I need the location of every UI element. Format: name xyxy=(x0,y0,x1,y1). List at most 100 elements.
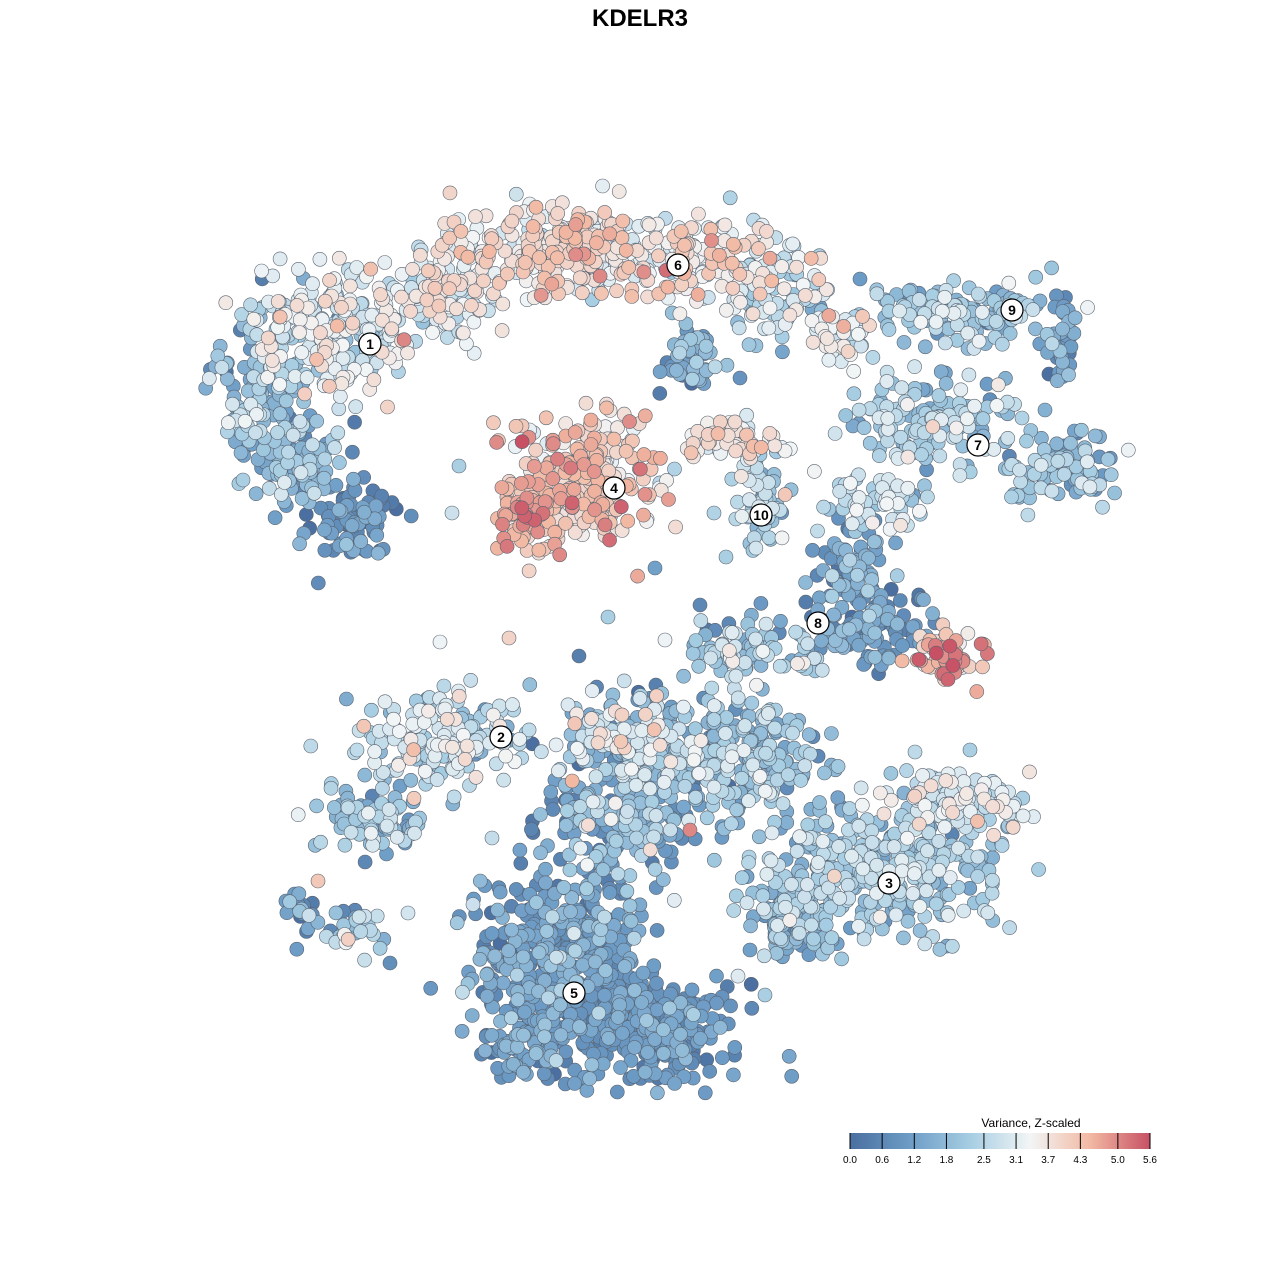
cell-point xyxy=(804,917,819,933)
cell-point xyxy=(476,273,491,289)
cell-point xyxy=(620,513,636,529)
cell-point xyxy=(373,287,388,302)
cell-point xyxy=(663,822,678,838)
cell-point xyxy=(831,839,847,854)
cell-point xyxy=(254,263,269,279)
cell-point xyxy=(800,636,816,652)
cell-point xyxy=(290,807,306,823)
cell-point xyxy=(412,247,428,263)
cell-point xyxy=(817,765,832,781)
cell-point xyxy=(816,499,831,515)
cell-point xyxy=(632,691,648,706)
cell-point xyxy=(633,461,648,477)
cell-point xyxy=(305,276,320,292)
cell-point xyxy=(690,287,706,302)
cell-point xyxy=(294,345,310,360)
cell-point xyxy=(578,395,594,411)
cell-point xyxy=(959,786,975,801)
cell-point xyxy=(342,278,358,294)
cell-point xyxy=(328,477,344,493)
cell-point xyxy=(297,386,313,402)
cell-point xyxy=(752,769,768,784)
cell-point xyxy=(246,311,262,327)
cell-point xyxy=(600,609,616,625)
cell-point xyxy=(862,435,878,451)
cluster-label-8: 8 xyxy=(806,611,830,635)
cell-point xyxy=(586,464,602,479)
cluster-label-2: 2 xyxy=(489,725,513,749)
cell-point xyxy=(568,247,584,262)
cell-point xyxy=(597,988,612,1003)
cell-point xyxy=(468,769,484,785)
cell-point xyxy=(656,774,672,790)
cell-point xyxy=(649,688,664,704)
cell-point xyxy=(788,624,804,640)
cell-point xyxy=(691,206,706,222)
cell-point xyxy=(321,378,337,394)
cell-point xyxy=(237,413,253,429)
cell-point xyxy=(970,813,985,829)
cell-point xyxy=(498,748,514,764)
cell-point xyxy=(892,593,908,608)
cell-point xyxy=(584,683,600,699)
cell-point xyxy=(1067,310,1083,326)
cell-point xyxy=(718,726,733,741)
cell-point xyxy=(852,596,867,612)
cell-point xyxy=(353,924,369,939)
cell-point xyxy=(495,975,511,991)
cell-point xyxy=(793,773,809,788)
cell-point xyxy=(550,206,566,221)
cell-point xyxy=(524,822,539,837)
cell-point xyxy=(332,389,348,404)
cell-point xyxy=(888,535,903,551)
cluster-label-10: 10 xyxy=(749,503,773,527)
cell-point xyxy=(340,800,356,816)
cell-point xyxy=(609,1084,625,1100)
cell-point xyxy=(785,236,801,252)
cell-point xyxy=(503,1010,519,1026)
cell-point xyxy=(517,255,533,270)
cell-point xyxy=(528,199,544,215)
cell-point xyxy=(693,613,709,628)
cell-point xyxy=(347,414,362,430)
cell-point xyxy=(733,469,749,484)
cell-point xyxy=(451,688,467,704)
cell-point xyxy=(892,303,907,319)
cell-point xyxy=(214,360,230,375)
cell-point xyxy=(514,434,530,450)
legend-tick-label: 3.7 xyxy=(1041,1155,1055,1166)
cell-point xyxy=(1087,428,1103,444)
cell-point xyxy=(836,319,851,334)
cell-point xyxy=(453,224,469,239)
cell-point xyxy=(896,335,912,350)
cell-point xyxy=(805,542,820,558)
cell-point xyxy=(841,621,857,637)
cell-point xyxy=(528,442,544,458)
cell-point xyxy=(702,1064,718,1079)
cell-point xyxy=(439,711,455,727)
cell-point xyxy=(634,723,650,738)
cell-point xyxy=(818,917,834,933)
cell-point xyxy=(533,287,549,303)
cell-point xyxy=(464,1008,480,1023)
cell-point xyxy=(807,464,822,479)
cell-point xyxy=(895,638,910,653)
cell-point xyxy=(460,249,476,265)
cell-point xyxy=(741,793,756,809)
cell-point xyxy=(563,904,578,919)
cell-point xyxy=(553,1027,569,1043)
cell-point xyxy=(912,899,928,914)
cell-point xyxy=(730,690,746,706)
cell-point xyxy=(920,843,935,859)
cell-point xyxy=(486,415,501,431)
cell-point xyxy=(844,848,860,864)
cell-point xyxy=(729,802,745,818)
cell-point xyxy=(866,534,882,550)
cell-point xyxy=(731,320,747,336)
cell-point xyxy=(900,480,916,496)
cell-point xyxy=(975,411,991,427)
cell-point xyxy=(566,482,582,497)
cell-point xyxy=(292,325,307,340)
cell-point xyxy=(872,785,888,801)
cell-point xyxy=(905,886,921,901)
